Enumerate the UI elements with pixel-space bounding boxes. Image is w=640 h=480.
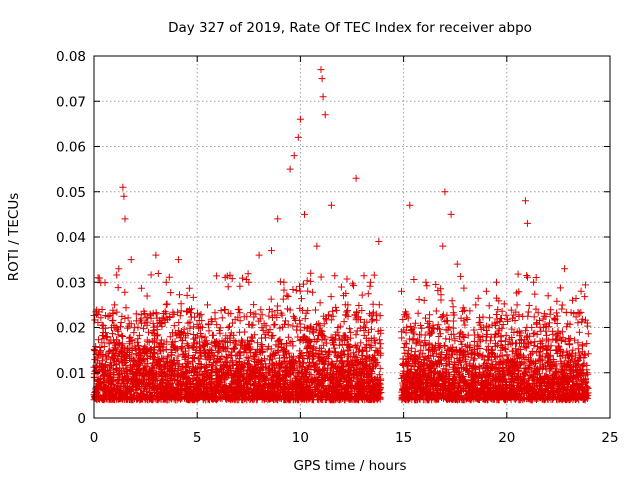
data-point [462, 355, 469, 363]
data-point [327, 201, 335, 209]
data-point [447, 210, 455, 218]
data-point [144, 360, 152, 368]
data-point [338, 360, 346, 368]
data-point [131, 378, 139, 386]
data-point [344, 301, 352, 309]
data-point [107, 373, 114, 381]
data-point [402, 360, 410, 368]
x-tick-label: 25 [601, 430, 618, 446]
data-point [367, 278, 375, 286]
data-point [94, 274, 102, 282]
data-point [569, 346, 577, 354]
y-tick-label: 0.01 [56, 366, 86, 382]
y-axis-label: ROTI / TECUs [6, 193, 22, 281]
data-point [441, 188, 449, 196]
data-point [301, 210, 308, 218]
data-point [138, 319, 145, 327]
data-point [123, 351, 131, 359]
data-point [561, 265, 569, 273]
chart-title: Day 327 of 2019, Rate Of TEC Index for r… [168, 20, 532, 36]
data-point [577, 287, 585, 295]
data-point [255, 251, 263, 259]
data-point [274, 215, 282, 223]
data-point [286, 165, 294, 173]
data-point [261, 360, 269, 368]
data-point [245, 278, 253, 286]
data-point [115, 265, 123, 273]
x-tick-label: 0 [90, 430, 99, 446]
data-point [439, 242, 447, 250]
data-point [127, 256, 135, 264]
data-point [530, 278, 538, 286]
x-tick-label: 15 [395, 430, 412, 446]
data-point [358, 346, 366, 354]
data-point [583, 319, 591, 327]
y-tick-label: 0.03 [56, 275, 86, 291]
y-tick-label: 0.07 [56, 94, 86, 110]
data-point [120, 192, 128, 200]
data-point [268, 247, 275, 255]
data-point [319, 93, 327, 101]
data-point [307, 269, 315, 277]
data-point [290, 152, 298, 160]
x-axis-label: GPS time / hours [293, 458, 406, 474]
x-tick-label: 20 [498, 430, 515, 446]
x-tick-label: 10 [292, 430, 309, 446]
data-point [152, 251, 160, 259]
y-tick-label: 0.06 [56, 140, 86, 156]
data-point [313, 242, 321, 250]
data-point [224, 324, 232, 331]
data-point [431, 346, 439, 354]
data-point [294, 133, 302, 141]
data-point [493, 278, 500, 286]
data-point [318, 75, 326, 83]
data-point [317, 66, 325, 74]
data-point [121, 215, 129, 223]
y-tick-label: 0 [77, 411, 86, 427]
data-point [552, 369, 560, 377]
data-point [251, 355, 259, 363]
data-point [375, 238, 383, 245]
data-point [482, 373, 490, 381]
data-point [321, 111, 329, 119]
data-point [175, 256, 183, 264]
data-point [183, 360, 191, 368]
data-point [352, 174, 360, 182]
data-point [544, 292, 552, 300]
data-point [193, 373, 201, 381]
data-point [235, 364, 242, 372]
data-point [523, 219, 531, 227]
y-tick-label: 0.08 [56, 49, 86, 65]
data-point [420, 296, 428, 304]
data-point [168, 364, 176, 372]
data-point [214, 378, 222, 386]
data-point [513, 301, 521, 309]
data-points [90, 66, 592, 404]
x-tick-label: 5 [193, 430, 202, 446]
data-point [472, 301, 480, 309]
y-tick-label: 0.05 [56, 185, 86, 201]
data-point [536, 364, 544, 372]
data-point [503, 360, 511, 368]
data-point [398, 287, 405, 295]
data-point [406, 201, 414, 209]
data-point [98, 360, 106, 368]
data-point-cloud [90, 270, 592, 404]
data-point [102, 333, 110, 341]
data-point [280, 278, 288, 286]
data-point [162, 278, 170, 286]
data-point [521, 197, 529, 205]
y-tick-label: 0.02 [56, 321, 86, 337]
data-point [412, 369, 420, 377]
data-point [156, 346, 164, 354]
data-point [296, 115, 304, 123]
y-tick-label: 0.04 [56, 230, 86, 246]
data-point [204, 301, 211, 309]
data-point [453, 260, 461, 268]
data-point [119, 183, 127, 191]
data-point [111, 301, 119, 309]
axis-ticks: 0 0.01 0.02 0.03 0.04 0.05 0.06 0.07 0.08 0 5 10 15 2… [56, 49, 619, 446]
